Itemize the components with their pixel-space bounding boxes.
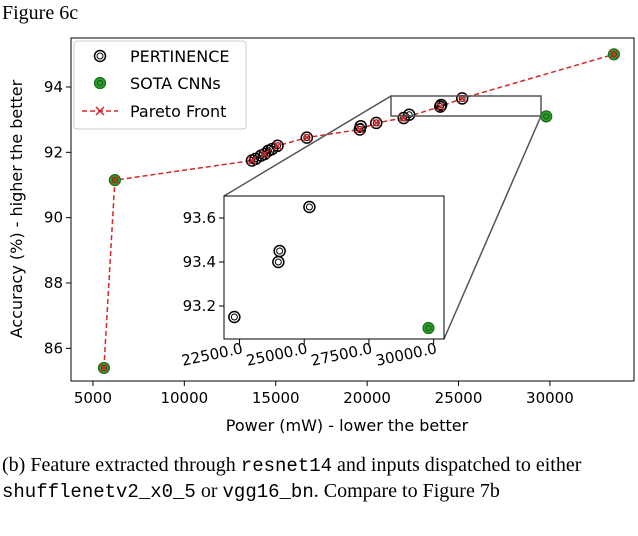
inset-y-tick-label: 93.2 bbox=[183, 297, 216, 315]
inset-points bbox=[228, 200, 435, 335]
inset-x-ticks: 22500.0 25000.0 27500.0 30000.0 bbox=[180, 339, 438, 370]
caption-code-shufflenet: shufflenetv2_x0_5 bbox=[2, 481, 196, 503]
inset-pertinence-point bbox=[228, 310, 241, 324]
legend-box bbox=[73, 40, 247, 130]
y-tick-label: 92 bbox=[44, 143, 63, 161]
caption-text-2: and inputs dispatched to either bbox=[332, 454, 582, 476]
y-tick-label: 90 bbox=[44, 209, 63, 227]
pareto-marker bbox=[355, 124, 365, 134]
caption-code-vgg16: vgg16_bn bbox=[222, 481, 314, 503]
y-axis-ticks: 86 88 90 92 94 bbox=[44, 78, 71, 357]
caption-text-4: . Compare to Figure 7b bbox=[313, 480, 500, 502]
pertinence-points bbox=[245, 92, 469, 167]
inset-sota-point bbox=[422, 321, 435, 335]
legend-label: Pareto Front bbox=[130, 102, 226, 121]
pareto-marker bbox=[110, 175, 120, 185]
x-axis-label: Power (mW) - lower the better bbox=[226, 416, 469, 435]
pertinence-point bbox=[300, 131, 314, 144]
pareto-marker bbox=[371, 118, 381, 128]
x-tick-label: 30000 bbox=[526, 389, 574, 407]
figure-caption: (b) Feature extracted through resnet14 a… bbox=[2, 453, 636, 505]
y-tick-label: 86 bbox=[44, 339, 63, 357]
pareto-marker bbox=[260, 149, 270, 159]
figure-header: Figure 6c bbox=[2, 2, 79, 24]
inset-x-tick-label: 25000.0 bbox=[245, 339, 309, 370]
inset-pertinence-point bbox=[303, 200, 316, 214]
plot-frame bbox=[70, 37, 635, 382]
chart: 5000 10000 15000 20000 25000 30000 86 88 90 92 94… bbox=[7, 37, 635, 435]
x-tick-label: 25000 bbox=[435, 389, 483, 407]
y-tick-label: 94 bbox=[44, 78, 63, 96]
sota-point bbox=[540, 110, 553, 123]
inset-y-ticks: 93.2 93.4 93.6 bbox=[183, 209, 224, 315]
inset-x-tick-label: 27500.0 bbox=[309, 339, 373, 370]
inset-frame bbox=[223, 195, 445, 340]
caption-text-1: (b) Feature extracted through bbox=[2, 454, 241, 476]
y-tick-label: 88 bbox=[44, 274, 63, 292]
inset-y-tick-label: 93.4 bbox=[183, 253, 216, 271]
zoom-connector-right bbox=[443, 115, 542, 340]
x-tick-label: 20000 bbox=[343, 389, 391, 407]
inset-x-tick-label: 22500.0 bbox=[180, 339, 244, 370]
y-axis-label: Accuracy (%) - higher the better bbox=[7, 79, 26, 338]
legend-label: PERTINENCE bbox=[130, 47, 230, 66]
x-axis-ticks: 5000 10000 15000 20000 25000 30000 bbox=[74, 381, 574, 407]
x-tick-label: 15000 bbox=[252, 389, 300, 407]
pertinence-point bbox=[271, 139, 284, 153]
inset-y-tick-label: 93.6 bbox=[183, 209, 216, 227]
legend-sota-marker bbox=[93, 76, 107, 90]
legend-label: SOTA CNNs bbox=[130, 74, 221, 93]
inset-pertinence-point bbox=[273, 244, 286, 258]
caption-code-resnet14: resnet14 bbox=[240, 455, 333, 477]
zoom-connector-left bbox=[223, 95, 392, 197]
x-tick-label: 5000 bbox=[74, 389, 112, 407]
zoom-region-box bbox=[390, 95, 542, 117]
pareto-marker bbox=[247, 155, 257, 166]
pareto-marker bbox=[435, 102, 445, 112]
legend-pertinence-marker bbox=[93, 49, 107, 63]
pertinence-point bbox=[370, 116, 383, 130]
inset-x-tick-label: 30000.0 bbox=[374, 339, 438, 370]
pareto-marker bbox=[609, 49, 619, 59]
pareto-marker bbox=[99, 363, 109, 373]
x-tick-label: 10000 bbox=[160, 389, 208, 407]
caption-text-3: or bbox=[195, 480, 223, 502]
legend: PERTINENCE SOTA CNNs Pareto Front bbox=[73, 40, 247, 130]
legend-pareto-marker bbox=[82, 106, 118, 116]
pareto-marker bbox=[273, 141, 283, 151]
pareto-marker bbox=[302, 133, 312, 143]
